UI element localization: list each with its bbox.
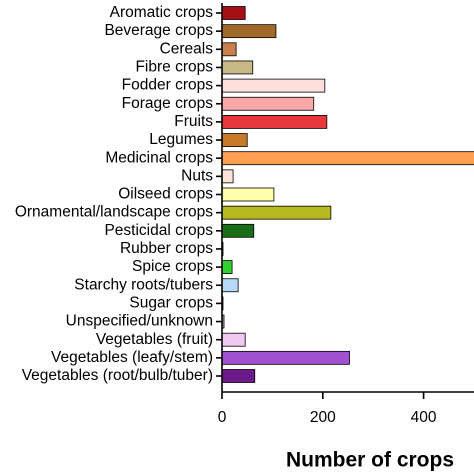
y-tick-label: Vegetables (leafy/stem): [51, 349, 213, 366]
y-tick-label: Legumes: [149, 131, 213, 148]
bar: [222, 42, 237, 57]
y-tick-label: Forage crops: [122, 95, 214, 112]
x-axis-label: Number of crops: [286, 449, 454, 472]
bar: [222, 151, 474, 166]
y-tick-label: Spice crops: [132, 258, 213, 275]
y-tick-label: Pesticidal crops: [104, 222, 213, 239]
y-tick-label: Fruits: [174, 113, 213, 130]
y-tick-label: Unspecified/unknown: [66, 313, 213, 330]
y-tick-label: Oilseed crops: [118, 186, 213, 203]
y-tick-label: Nuts: [181, 167, 213, 184]
x-tick-label: 400: [411, 409, 437, 426]
plot-area: [222, 6, 474, 383]
y-tick-label: Beverage crops: [104, 22, 213, 39]
bar: [222, 278, 239, 293]
bar: [222, 78, 326, 93]
bar: [222, 169, 234, 184]
y-tick-label: Rubber crops: [120, 240, 213, 257]
bar: [222, 223, 255, 238]
y-tick-label: Vegetables (fruit): [96, 331, 213, 348]
bar: [222, 96, 315, 111]
bar: [222, 260, 233, 275]
y-tick-label: Fodder crops: [122, 77, 214, 94]
bar: [222, 205, 332, 220]
y-tick-label: Starchy roots/tubers: [74, 276, 213, 293]
bar: [222, 369, 256, 383]
y-tick-label: Cereals: [160, 40, 214, 57]
bar: [222, 187, 275, 202]
bar: [222, 133, 248, 147]
bar: [222, 60, 254, 75]
bar: [222, 350, 350, 365]
bar: [222, 6, 246, 20]
y-tick-label: Fibre crops: [135, 59, 213, 76]
y-tick-label: Medicinal crops: [105, 149, 213, 166]
y-tick-label: Aromatic crops: [110, 4, 214, 21]
x-tick-label: 0: [218, 409, 227, 426]
y-tick-label: Vegetables (root/bulb/tuber): [22, 367, 213, 384]
y-tick-label: Ornamental/landscape crops: [15, 204, 213, 221]
y-tick-label: Sugar crops: [129, 294, 213, 311]
bar: [222, 314, 225, 329]
bar: [222, 115, 328, 129]
x-tick-label: 200: [310, 409, 336, 426]
bar: [222, 24, 277, 39]
bar: [222, 332, 246, 347]
